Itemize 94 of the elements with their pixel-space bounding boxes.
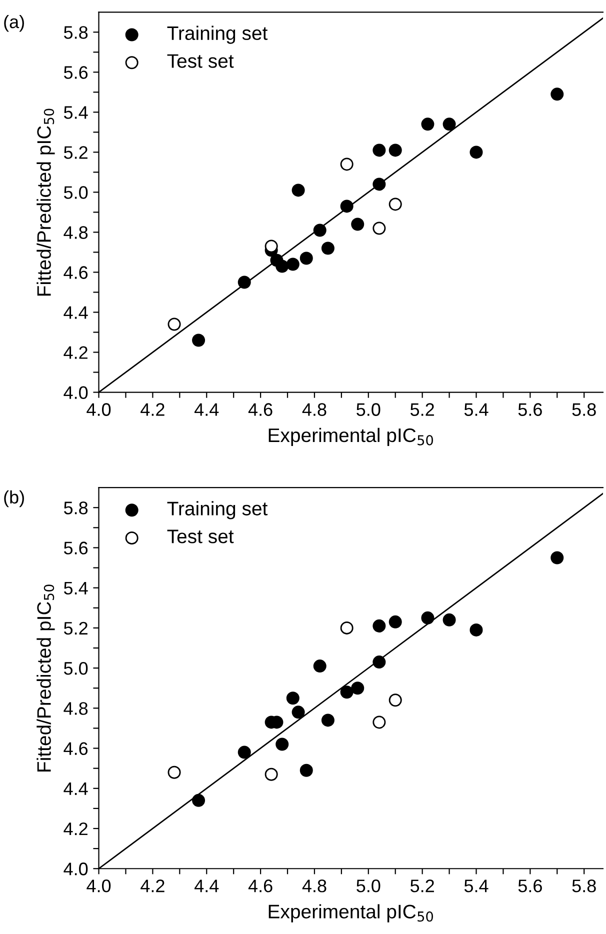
point: [286, 692, 300, 705]
point: [264, 240, 278, 253]
legend-label: Test set: [167, 530, 234, 544]
x-tick-label: 4.0: [86, 880, 111, 892]
y-tick-label: 5.0: [64, 662, 88, 675]
point: [192, 794, 206, 807]
x-tick-label: 5.4: [464, 880, 488, 892]
y-tick-label: 4.4: [64, 782, 88, 795]
point: [286, 258, 300, 271]
point: [351, 682, 364, 695]
y-tick-label: 5.0: [64, 186, 88, 199]
y-tick-label: 4.8: [64, 702, 88, 715]
y-tick-label: 4.6: [64, 266, 88, 279]
point: [340, 158, 354, 171]
y-tick-label: 4.2: [64, 822, 88, 836]
x-tick-label: 5.4: [464, 403, 488, 416]
x-tick-label: 4.8: [302, 403, 326, 416]
point: [372, 178, 386, 191]
x-tick-label: 4.4: [194, 880, 219, 892]
point: [168, 318, 181, 331]
x-axis-title: Experimental pIC$_{50}$: [268, 904, 433, 922]
point: [300, 252, 313, 265]
y-tick-label: 5.6: [64, 542, 88, 554]
text: (a): [4, 14, 24, 32]
x-tick-label: 5.6: [518, 880, 542, 892]
x-tick-label: 5.6: [518, 403, 542, 416]
y-tick-label: 4.0: [64, 862, 88, 876]
point: [550, 551, 564, 564]
point: [372, 716, 386, 729]
legend-label: Training set: [167, 26, 268, 44]
point: [313, 224, 326, 237]
legend-label: Test set: [167, 54, 234, 68]
point: [276, 260, 289, 273]
point: [292, 706, 305, 719]
point: [372, 656, 386, 669]
point: [372, 619, 386, 632]
point: [372, 144, 386, 157]
x-tick-label: 5.2: [410, 880, 434, 892]
point: [276, 738, 289, 751]
x-tick-label: 4.2: [140, 880, 164, 892]
y-axis-title: Fitted/Predicted pIC$_{50}$: [36, 584, 55, 772]
point: [351, 218, 364, 231]
y-axis-title: Fitted/Predicted pIC$_{50}$: [36, 108, 55, 296]
point: [238, 276, 251, 289]
y-tick-label: 4.6: [64, 742, 88, 755]
point: [388, 198, 402, 211]
y-tick-label: 4.0: [64, 386, 88, 399]
point: [300, 764, 313, 777]
legend-label: Training set: [167, 501, 268, 520]
x-tick-label: 5.8: [572, 880, 596, 892]
x-tick-label: 4.6: [248, 403, 272, 416]
point: [321, 242, 334, 255]
point: [292, 184, 305, 197]
x-tick-label: 5.2: [410, 403, 434, 416]
y-tick-label: 5.6: [64, 66, 88, 79]
y-tick-label: 5.4: [64, 582, 88, 595]
x-tick-label: 5.8: [572, 403, 596, 416]
point: [550, 88, 564, 101]
y-tick-label: 5.2: [64, 622, 88, 635]
point: [470, 146, 483, 159]
y-tick-label: 5.8: [64, 502, 88, 514]
point: [340, 200, 354, 213]
x-tick-label: 5.0: [356, 403, 380, 416]
point: [388, 615, 402, 628]
point: [264, 768, 278, 781]
point: [442, 613, 456, 626]
x-tick-label: 5.0: [356, 880, 380, 892]
y-tick-label: 4.8: [64, 226, 88, 239]
point: [168, 766, 181, 779]
x-tick-label: 4.8: [302, 880, 326, 892]
point: [388, 694, 402, 707]
point: [421, 611, 434, 624]
point: [421, 118, 434, 131]
point: [238, 746, 251, 759]
y-tick-label: 5.8: [64, 26, 88, 39]
x-tick-label: 4.6: [248, 880, 272, 892]
y-tick-label: 4.4: [64, 306, 88, 319]
y-tick-label: 4.2: [64, 346, 88, 359]
point: [372, 222, 386, 235]
point: [388, 144, 402, 157]
point: [442, 118, 456, 131]
point: [340, 621, 354, 634]
x-axis-title: Experimental pIC$_{50}$: [268, 428, 433, 446]
x-tick-label: 4.2: [140, 403, 164, 416]
point: [321, 714, 334, 727]
y-tick-label: 5.2: [64, 146, 88, 159]
point: [313, 660, 326, 673]
point: [340, 686, 354, 699]
point: [470, 623, 483, 636]
y-tick-label: 5.4: [64, 106, 88, 119]
x-tick-label: 4.0: [86, 403, 111, 416]
point: [192, 334, 206, 347]
x-tick-label: 4.4: [194, 403, 219, 416]
text: (b): [4, 490, 24, 508]
